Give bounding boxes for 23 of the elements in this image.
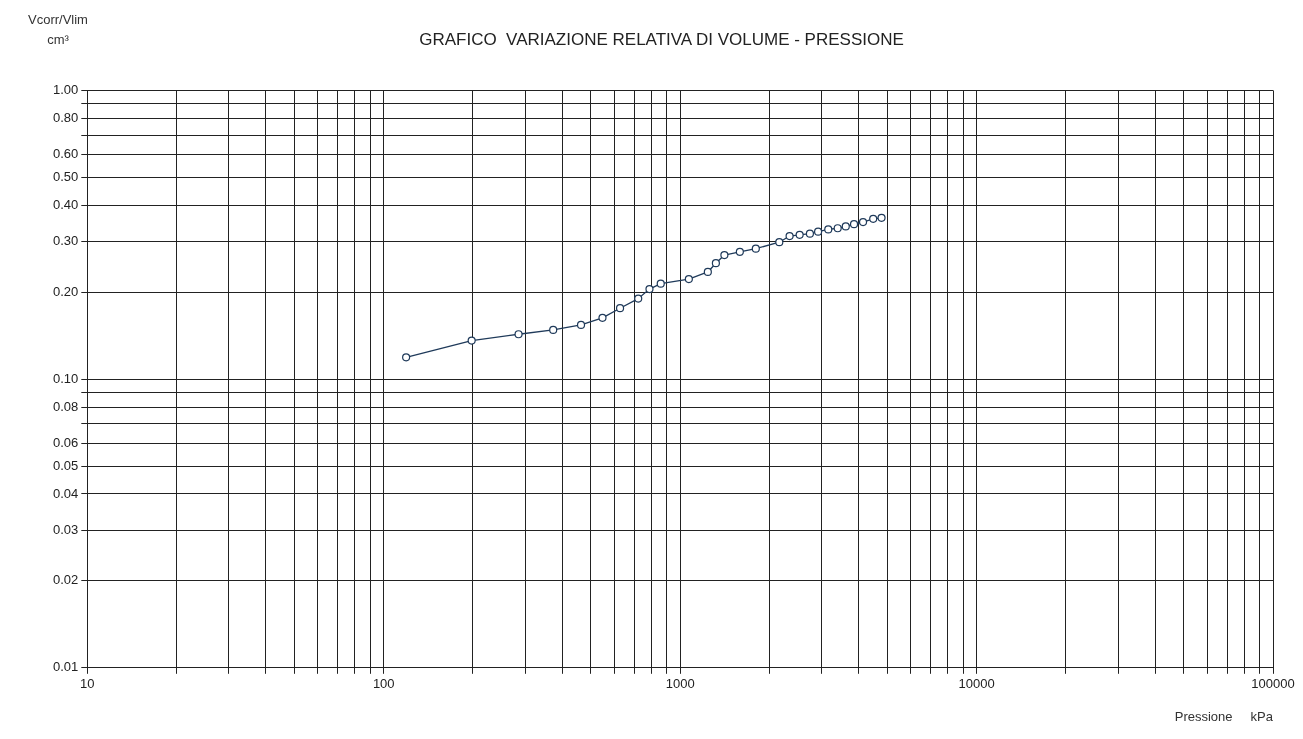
y-tick-label: 0.10 bbox=[52, 370, 79, 386]
x-tick-label: 100000 bbox=[1251, 676, 1295, 692]
y-tick-label: 0.50 bbox=[52, 168, 79, 184]
y-tick-label: 0.06 bbox=[52, 434, 79, 450]
y-tick-label: 0.80 bbox=[52, 109, 79, 125]
x-axis-title: Pressione kPa bbox=[1174, 708, 1274, 724]
x-tick-label: 10 bbox=[80, 676, 95, 692]
y-tick-label: 0.05 bbox=[52, 457, 79, 473]
y-tick-label: 0.08 bbox=[52, 398, 79, 414]
y-tick-label: 0.01 bbox=[52, 659, 79, 675]
x-tick-label: 1000 bbox=[665, 676, 695, 692]
y-tick-label: 0.30 bbox=[52, 232, 79, 248]
y-axis-title: Vcorr/Vlim cm³ bbox=[28, 11, 88, 49]
y-tick-label: 1.00 bbox=[52, 81, 79, 97]
x-tick-label: 10000 bbox=[958, 676, 995, 692]
y-tick-label: 0.04 bbox=[52, 485, 79, 501]
y-tick-label: 0.20 bbox=[52, 283, 79, 299]
y-tick-label: 0.40 bbox=[52, 196, 79, 212]
y-tick-label: 0.60 bbox=[52, 146, 79, 162]
y-tick-label: 0.02 bbox=[52, 572, 79, 588]
x-tick-label: 100 bbox=[372, 676, 395, 692]
y-tick-label: 0.03 bbox=[52, 521, 79, 537]
chart-title: GRAFICO VARIAZIONE RELATIVA DI VOLUME - PRESSIONE bbox=[419, 29, 904, 49]
